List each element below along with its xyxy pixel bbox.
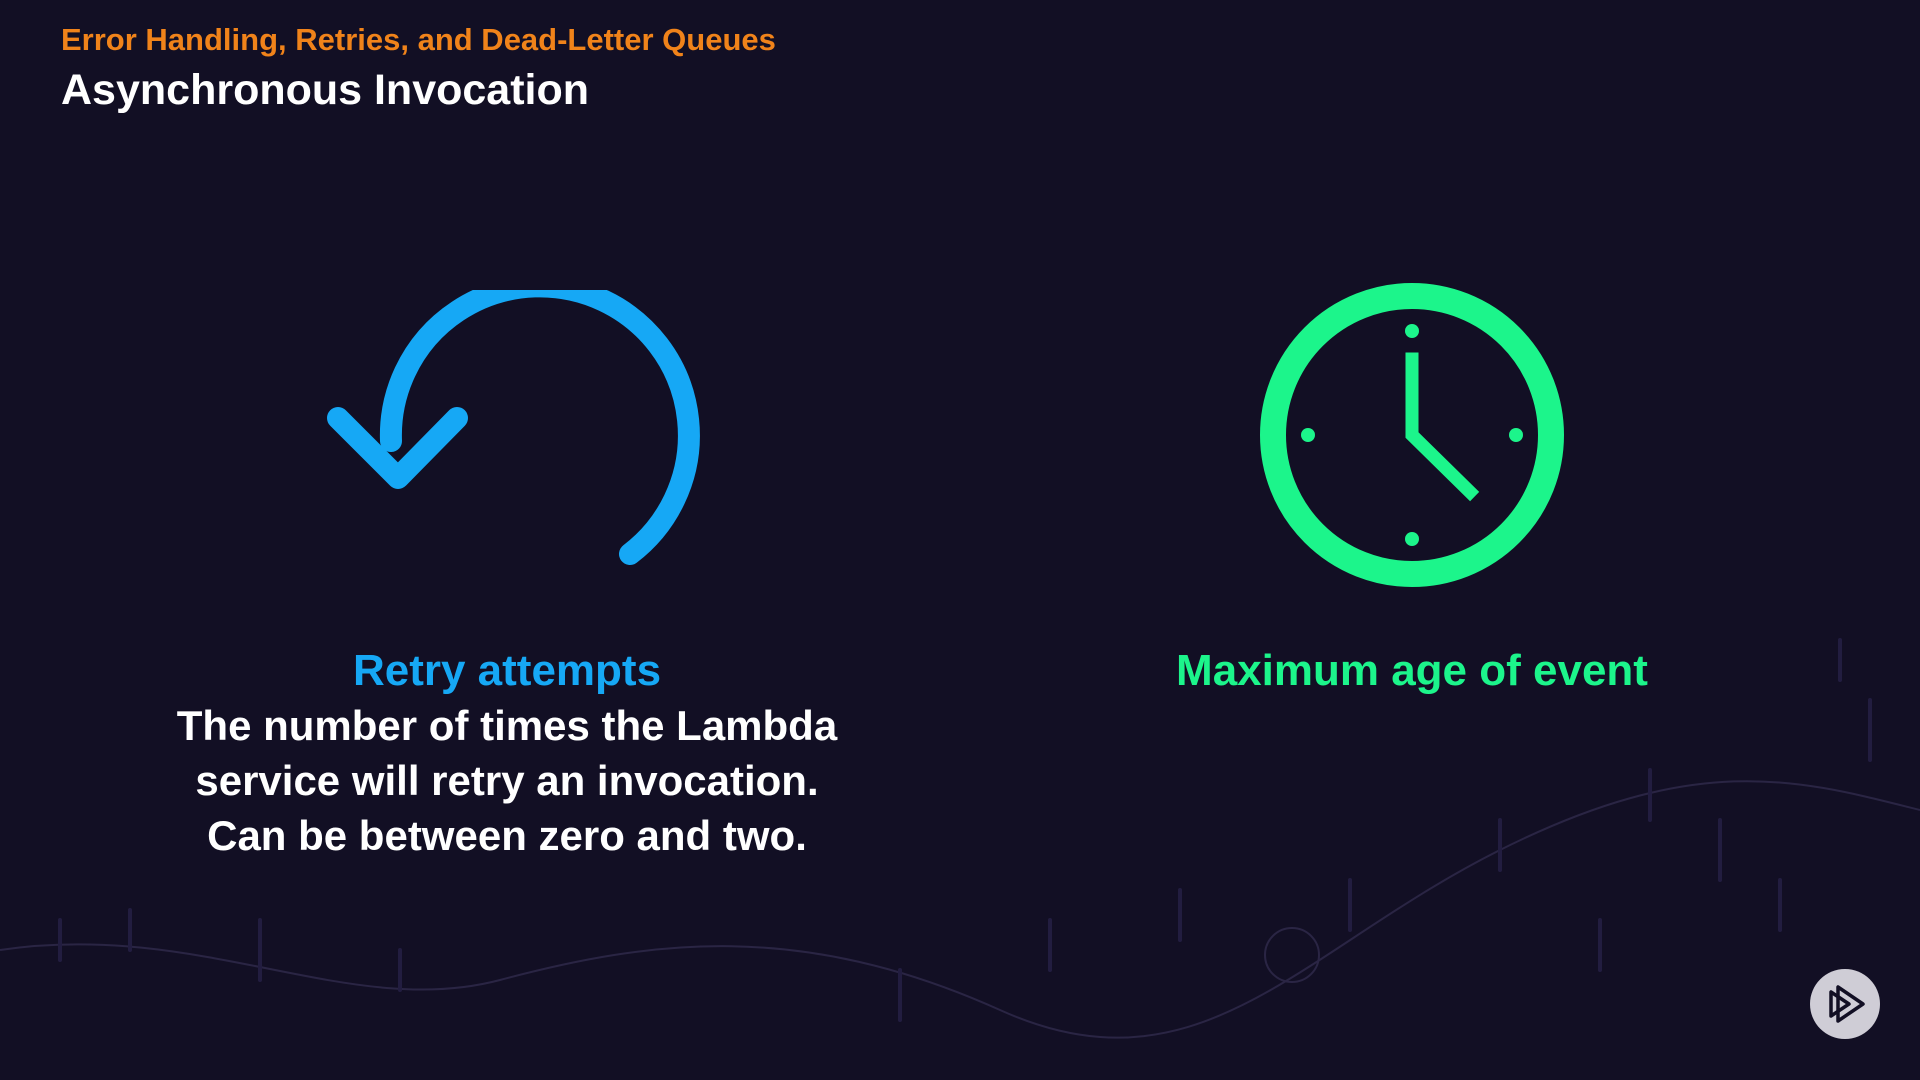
maximum-age-section: Maximum age of event: [1012, 646, 1812, 696]
decorative-background-pattern: [0, 638, 1920, 1039]
retry-description-line: The number of times the Lambda: [176, 702, 838, 749]
retry-description-line: Can be between zero and two.: [207, 812, 807, 859]
clock-icon: [1260, 283, 1564, 587]
retry-attempts-section: Retry attempts The number of times the L…: [107, 646, 907, 863]
retry-arrow-icon: [327, 290, 700, 565]
retry-description-line: service will retry an invocation.: [195, 757, 819, 804]
maximum-age-heading: Maximum age of event: [1176, 646, 1648, 695]
page-title: Asynchronous Invocation: [61, 66, 590, 114]
play-logo-icon[interactable]: [1809, 968, 1881, 1040]
section-subtitle: Error Handling, Retries, and Dead-Letter…: [61, 22, 776, 57]
retry-attempts-heading: Retry attempts: [352, 646, 662, 695]
